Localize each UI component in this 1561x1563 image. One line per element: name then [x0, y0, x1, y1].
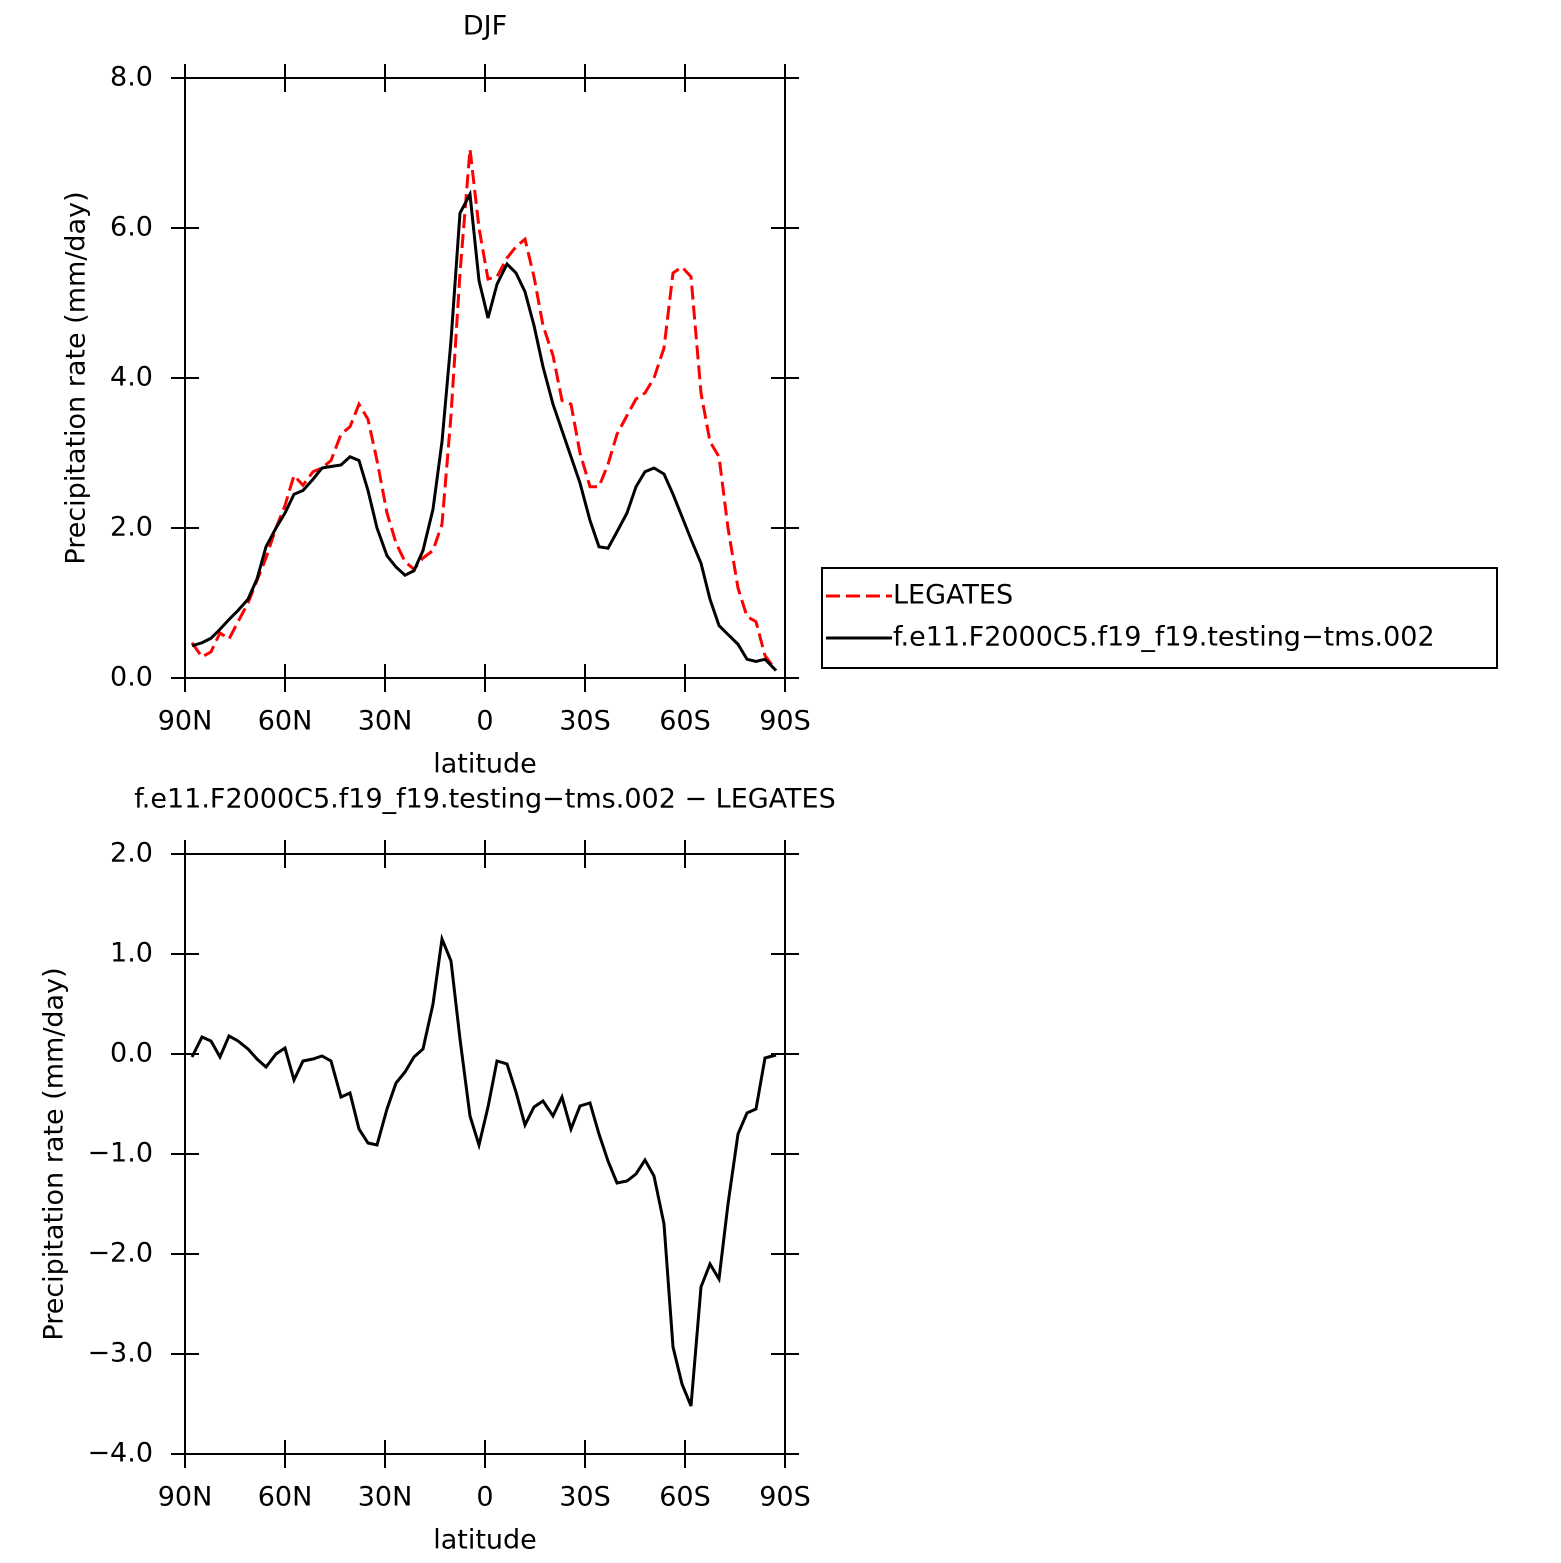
y-axis-label: Precipitation rate (mm/day): [39, 967, 70, 1340]
y-tick-label: 4.0: [110, 362, 153, 393]
y-tick-label: 2.0: [110, 512, 153, 543]
x-tick-label: 90N: [158, 706, 213, 737]
x-tick-label: 30N: [358, 706, 413, 737]
x-axis-label: latitude: [433, 1525, 537, 1556]
x-tick-label: 60N: [258, 706, 313, 737]
legend-box: [821, 567, 1498, 669]
y-tick-label: −4.0: [87, 1438, 153, 1469]
y-tick-label: 2.0: [110, 838, 153, 869]
x-tick-label: 30S: [559, 706, 611, 737]
x-tick-label: 0: [476, 1482, 493, 1513]
chart-title: f.e11.F2000C5.f19_f19.testing−tms.002 − …: [134, 784, 836, 815]
x-tick-label: 60N: [258, 1482, 313, 1513]
y-tick-label: 1.0: [110, 938, 153, 969]
data-line: [191, 189, 778, 672]
x-tick-label: 30S: [559, 1482, 611, 1513]
x-tick-label: 60S: [659, 1482, 711, 1513]
legend-label: f.e11.F2000C5.f19_f19.testing−tms.002: [893, 622, 1435, 653]
y-tick-label: 8.0: [110, 62, 153, 93]
y-tick-label: 0.0: [110, 662, 153, 693]
legend-label: LEGATES: [893, 580, 1013, 611]
x-tick-label: 90S: [759, 706, 811, 737]
y-axis-label: Precipitation rate (mm/day): [61, 191, 92, 564]
data-line: [190, 149, 778, 672]
chart-title: DJF: [463, 11, 507, 42]
y-tick-label: 0.0: [110, 1038, 153, 1069]
x-tick-label: 90S: [759, 1482, 811, 1513]
data-line: [190, 933, 777, 1407]
x-tick-label: 30N: [358, 1482, 413, 1513]
plot-frame: [184, 77, 786, 679]
y-tick-label: −3.0: [87, 1338, 153, 1369]
x-tick-label: 0: [476, 706, 493, 737]
y-tick-label: −1.0: [87, 1138, 153, 1169]
x-tick-label: 60S: [659, 706, 711, 737]
x-axis-label: latitude: [433, 749, 537, 780]
y-tick-label: −2.0: [87, 1238, 153, 1269]
y-tick-label: 6.0: [110, 212, 153, 243]
x-tick-label: 90N: [158, 1482, 213, 1513]
